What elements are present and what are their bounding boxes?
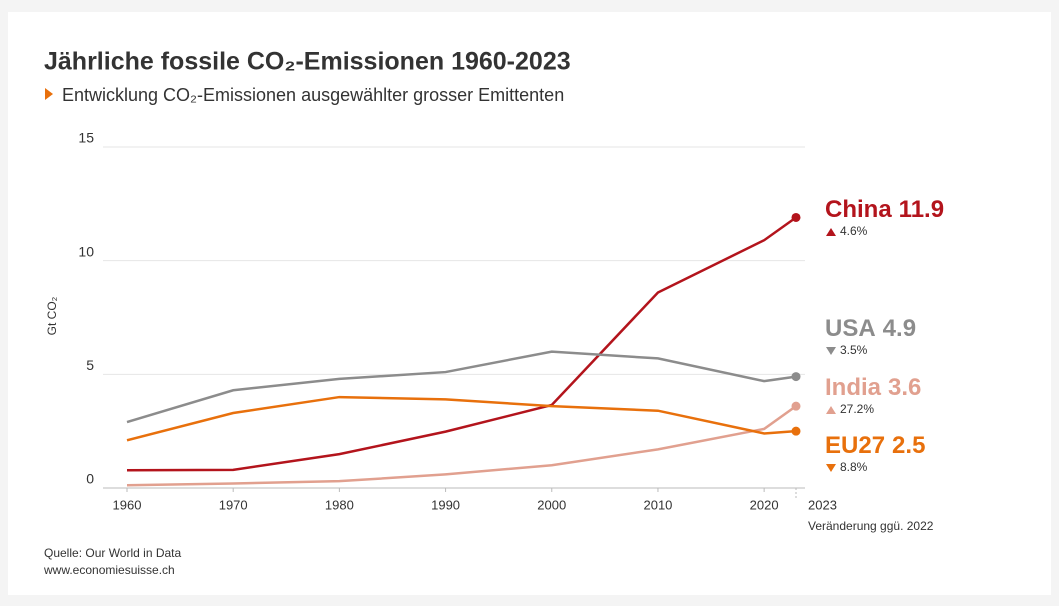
- series-label: USA 4.9: [825, 315, 916, 342]
- change-arrow: [826, 347, 836, 355]
- change-note: Veränderung ggü. 2022: [808, 519, 934, 533]
- series-value: 3.6: [888, 374, 921, 401]
- chart-title: Jährliche fossile CO₂-Emissionen 1960-20…: [44, 48, 571, 76]
- y-tick-label: 5: [86, 357, 94, 373]
- series-line: [126, 216, 797, 472]
- card: [8, 12, 1051, 595]
- y-tick-label: 10: [78, 243, 94, 259]
- change-label: 27.2%: [840, 402, 874, 416]
- x-tick-label: 1960: [113, 497, 142, 512]
- end-dot: [791, 426, 801, 436]
- series-value: 4.9: [883, 315, 916, 342]
- x-tick-label: 2010: [643, 497, 672, 512]
- series-name: EU27: [825, 432, 885, 459]
- website: www.economiesuisse.ch: [43, 563, 175, 577]
- source: Quelle: Our World in Data: [44, 546, 181, 560]
- change-arrow: [826, 464, 836, 472]
- series-value: 2.5: [892, 432, 925, 459]
- series-line: [126, 395, 797, 442]
- end-dot: [791, 372, 801, 382]
- subtitle-marker: [45, 88, 53, 100]
- series-name: India: [825, 374, 882, 401]
- y-axis-label: Gt CO₂: [45, 296, 59, 335]
- x-tick-label: 1980: [325, 497, 354, 512]
- chart-subtitle: Entwicklung CO₂-Emissionen ausgewählter …: [62, 85, 564, 105]
- change-label: 8.8%: [840, 460, 868, 474]
- x-tick-label: 2023: [808, 497, 837, 512]
- series-label: China 11.9: [825, 196, 944, 223]
- change-label: 4.6%: [840, 224, 868, 238]
- x-tick-label: 2020: [750, 497, 779, 512]
- series-value: 11.9: [899, 196, 944, 223]
- x-tick-label: 1970: [219, 497, 248, 512]
- series-label: India 3.6: [825, 374, 921, 401]
- series-line: [126, 350, 797, 424]
- series-label: EU27 2.5: [825, 432, 925, 459]
- change-arrow: [826, 406, 836, 414]
- series-name: USA: [825, 315, 876, 342]
- y-tick-label: 0: [86, 471, 94, 487]
- change-arrow: [826, 228, 836, 236]
- change-label: 3.5%: [840, 343, 868, 357]
- series-line: [126, 405, 797, 487]
- end-dot: [791, 212, 801, 222]
- x-tick-label: 2000: [537, 497, 566, 512]
- end-dot: [791, 401, 801, 411]
- x-tick-label: 1990: [431, 497, 460, 512]
- series-name: China: [825, 196, 892, 223]
- y-tick-label: 15: [78, 130, 94, 146]
